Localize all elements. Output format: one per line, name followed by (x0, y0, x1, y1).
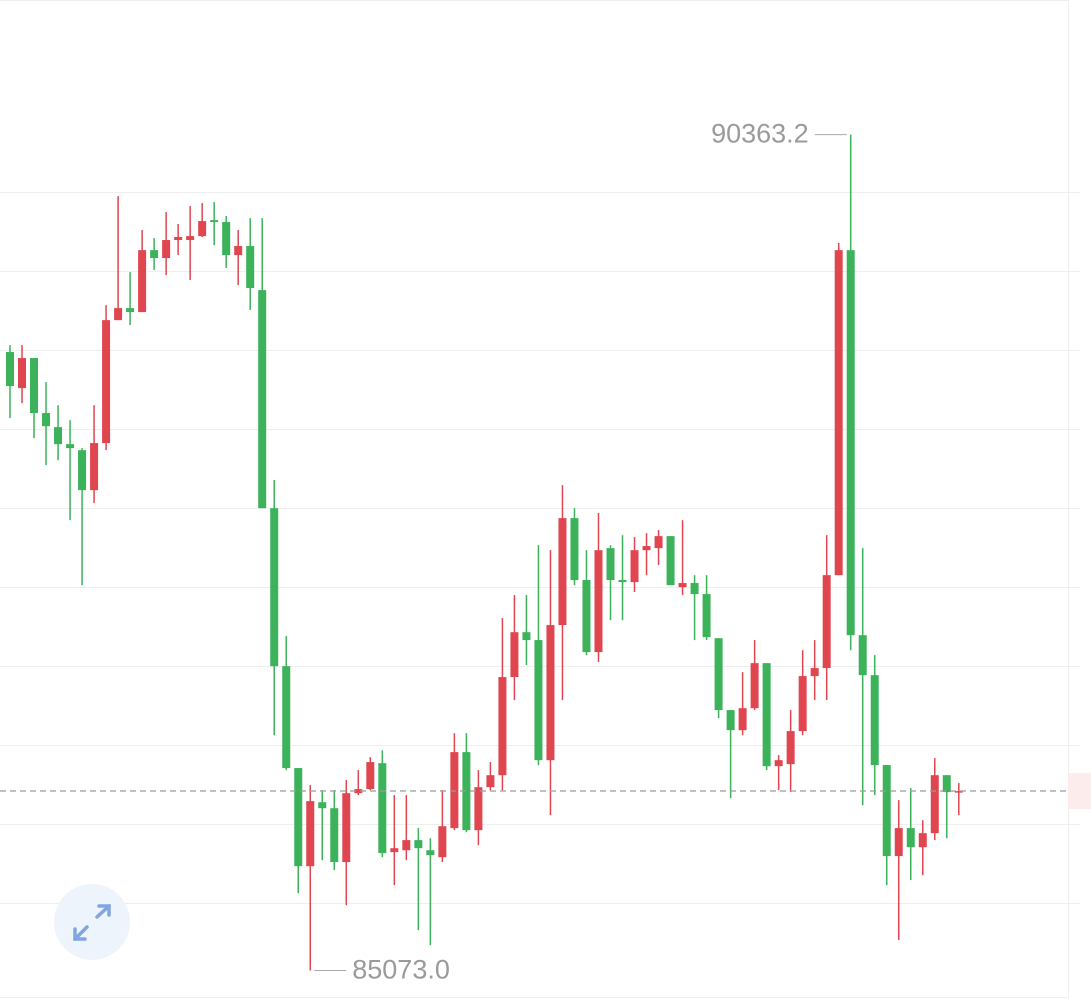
candle-body (234, 246, 243, 256)
candle-body (714, 638, 723, 711)
candle-body (66, 444, 75, 449)
candle-body (606, 548, 615, 581)
candle-body (618, 580, 627, 583)
candle-body (594, 550, 603, 653)
candle-body (906, 828, 915, 848)
candle-body (270, 508, 279, 667)
candle-body (294, 768, 303, 867)
candle-body (726, 710, 735, 731)
candle-body (318, 802, 327, 809)
candle-body (402, 840, 411, 851)
candle-body (126, 308, 135, 313)
candle-body (582, 580, 591, 653)
expand-button[interactable] (54, 884, 130, 960)
candle-body (918, 833, 927, 848)
candle-body (450, 752, 459, 829)
candle-body (942, 775, 951, 793)
candle-body (174, 237, 183, 241)
candle-body (762, 663, 771, 767)
candle-body (750, 663, 759, 709)
candle-body (342, 793, 351, 863)
high-annotation: 90363.2 (711, 119, 809, 149)
candle-body (114, 308, 123, 321)
candle-body (882, 765, 891, 857)
candle-body (210, 220, 219, 223)
candle-body (738, 708, 747, 731)
candle-body (462, 752, 471, 831)
candle-body (6, 352, 14, 387)
candle-body (150, 250, 159, 259)
expand-icon (73, 904, 111, 941)
candle-body (930, 775, 939, 834)
candle-body (678, 583, 687, 588)
candle-body (546, 625, 555, 761)
candle-body (414, 840, 423, 849)
candle-body (42, 413, 51, 427)
candle-body (486, 775, 495, 788)
candle-body (534, 640, 543, 761)
candle-body (18, 358, 27, 389)
candle-body (954, 791, 963, 793)
candle-body (510, 632, 519, 678)
candle-body (138, 250, 147, 313)
candle-body (858, 635, 867, 676)
expand-button-bg[interactable] (54, 884, 130, 960)
candle-body (522, 632, 531, 641)
candle-body (798, 676, 807, 732)
candle-body (102, 320, 111, 444)
candle-body (306, 801, 315, 867)
candle-body (822, 575, 831, 669)
candle-body (810, 668, 819, 677)
candle-body (702, 594, 711, 638)
candle-body (390, 848, 399, 853)
candle-body (846, 250, 855, 636)
candle-body (774, 760, 783, 767)
candle-body (30, 358, 39, 414)
candle-body (474, 787, 483, 831)
candle-body (162, 240, 171, 259)
candle-body (378, 763, 387, 854)
candle-body (642, 546, 651, 551)
candle-body (354, 789, 363, 794)
candle-body (330, 808, 339, 863)
candles (6, 134, 963, 971)
candle-body (198, 221, 207, 237)
candle-body (786, 731, 795, 765)
candle-body (630, 550, 639, 583)
candle-body (498, 677, 507, 776)
overlay: 90363.2 85073.0 (0, 119, 1091, 985)
candle-body (870, 675, 879, 766)
candle-body (54, 427, 63, 445)
low-annotation: 85073.0 (352, 955, 450, 985)
candle-body (894, 828, 903, 857)
candle-body (426, 850, 435, 856)
candle-body (366, 762, 375, 790)
candle-body (690, 583, 699, 595)
candle-body (258, 290, 267, 509)
candle-body (834, 250, 843, 576)
candle-body (246, 246, 255, 289)
candle-body (90, 443, 99, 491)
current-price-tag (1068, 772, 1091, 809)
candle-body (186, 236, 195, 241)
candle-body (78, 450, 87, 491)
candle-body (438, 826, 447, 858)
candle-body (570, 518, 579, 581)
candle-body (654, 536, 663, 549)
candle-body (558, 518, 567, 626)
candle-body (666, 536, 675, 586)
candle-body (222, 222, 231, 256)
candle-body (282, 666, 291, 769)
